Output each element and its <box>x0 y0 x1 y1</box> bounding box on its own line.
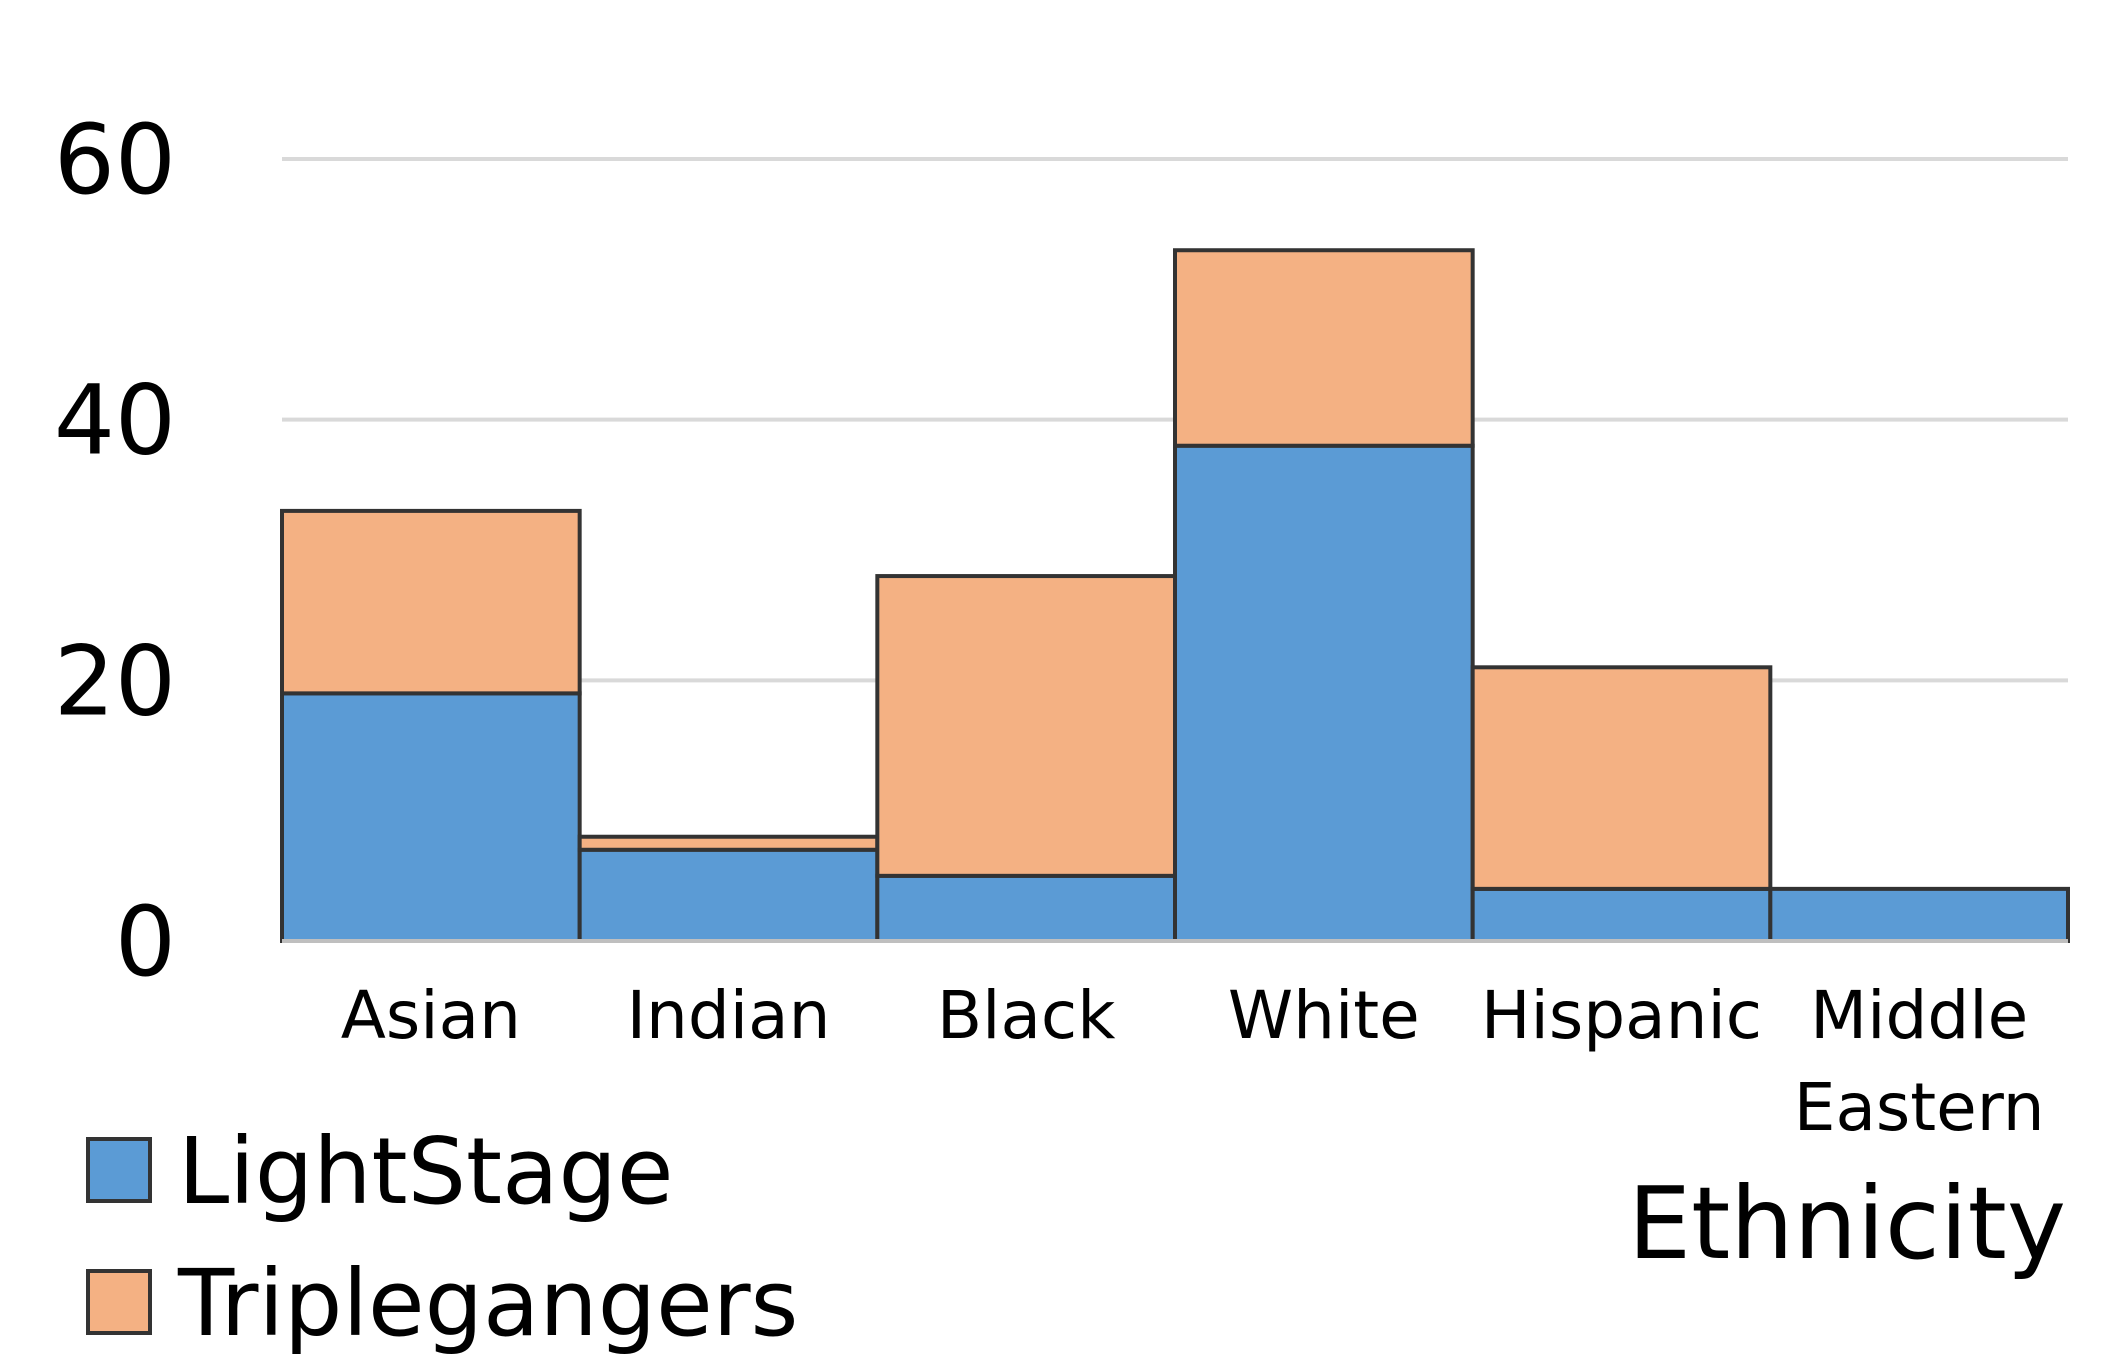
x-tick-label: Hispanic <box>1481 977 1762 1054</box>
legend-swatch-lightstage <box>86 1137 152 1203</box>
x-axis-ticks: Asian Indian Black White Hispanic Middle Easte… <box>341 977 2045 1146</box>
x-tick-label-line: Asian <box>341 977 521 1054</box>
x-tick-label: White <box>1228 977 1420 1054</box>
bar-triplegangers-asian <box>280 508 582 696</box>
x-tick-label-line: Black <box>937 977 1116 1054</box>
bar-lightstage-indian <box>577 847 880 943</box>
y-tick-label: 20 <box>54 625 176 737</box>
bar-triplegangers-hispanic <box>1470 665 1773 891</box>
legend: LightStage Triplegangers <box>86 1118 798 1357</box>
x-tick-label-line: Hispanic <box>1481 977 1762 1054</box>
y-tick-label: 0 <box>115 886 176 998</box>
x-axis-label: Ethnicity <box>1628 1165 2066 1282</box>
bar-lightstage-hispanic <box>1470 886 1773 943</box>
x-tick-label-line: White <box>1228 977 1420 1054</box>
x-tick-label: Indian <box>627 977 831 1054</box>
bar-lightstage-asian <box>280 691 582 943</box>
x-tick-label: Middle Eastern <box>1794 977 2045 1146</box>
legend-swatch-triplegangers <box>86 1269 152 1335</box>
bars <box>280 248 2071 943</box>
x-tick-label-line: Eastern <box>1794 1069 2045 1146</box>
bar-triplegangers-black <box>875 574 1177 878</box>
y-axis-ticks: 0 20 40 60 <box>54 104 176 998</box>
y-tick-label: 60 <box>54 104 176 216</box>
x-tick-label-line: Indian <box>627 977 831 1054</box>
y-tick-label: 40 <box>54 365 176 477</box>
legend-label-triplegangers: Triplegangers <box>177 1250 798 1357</box>
x-tick-label: Asian <box>341 977 521 1054</box>
bar-triplegangers-white <box>1173 248 1475 448</box>
bar-lightstage-black <box>875 873 1177 943</box>
x-tick-label: Black <box>937 977 1116 1054</box>
bar-lightstage-white <box>1173 443 1475 943</box>
x-tick-label-line: Middle <box>1810 977 2028 1054</box>
bar-triplegangers-indian <box>577 834 880 852</box>
legend-label-lightstage: LightStage <box>178 1118 673 1225</box>
bar-lightstage-middle-eastern <box>1768 886 2071 943</box>
